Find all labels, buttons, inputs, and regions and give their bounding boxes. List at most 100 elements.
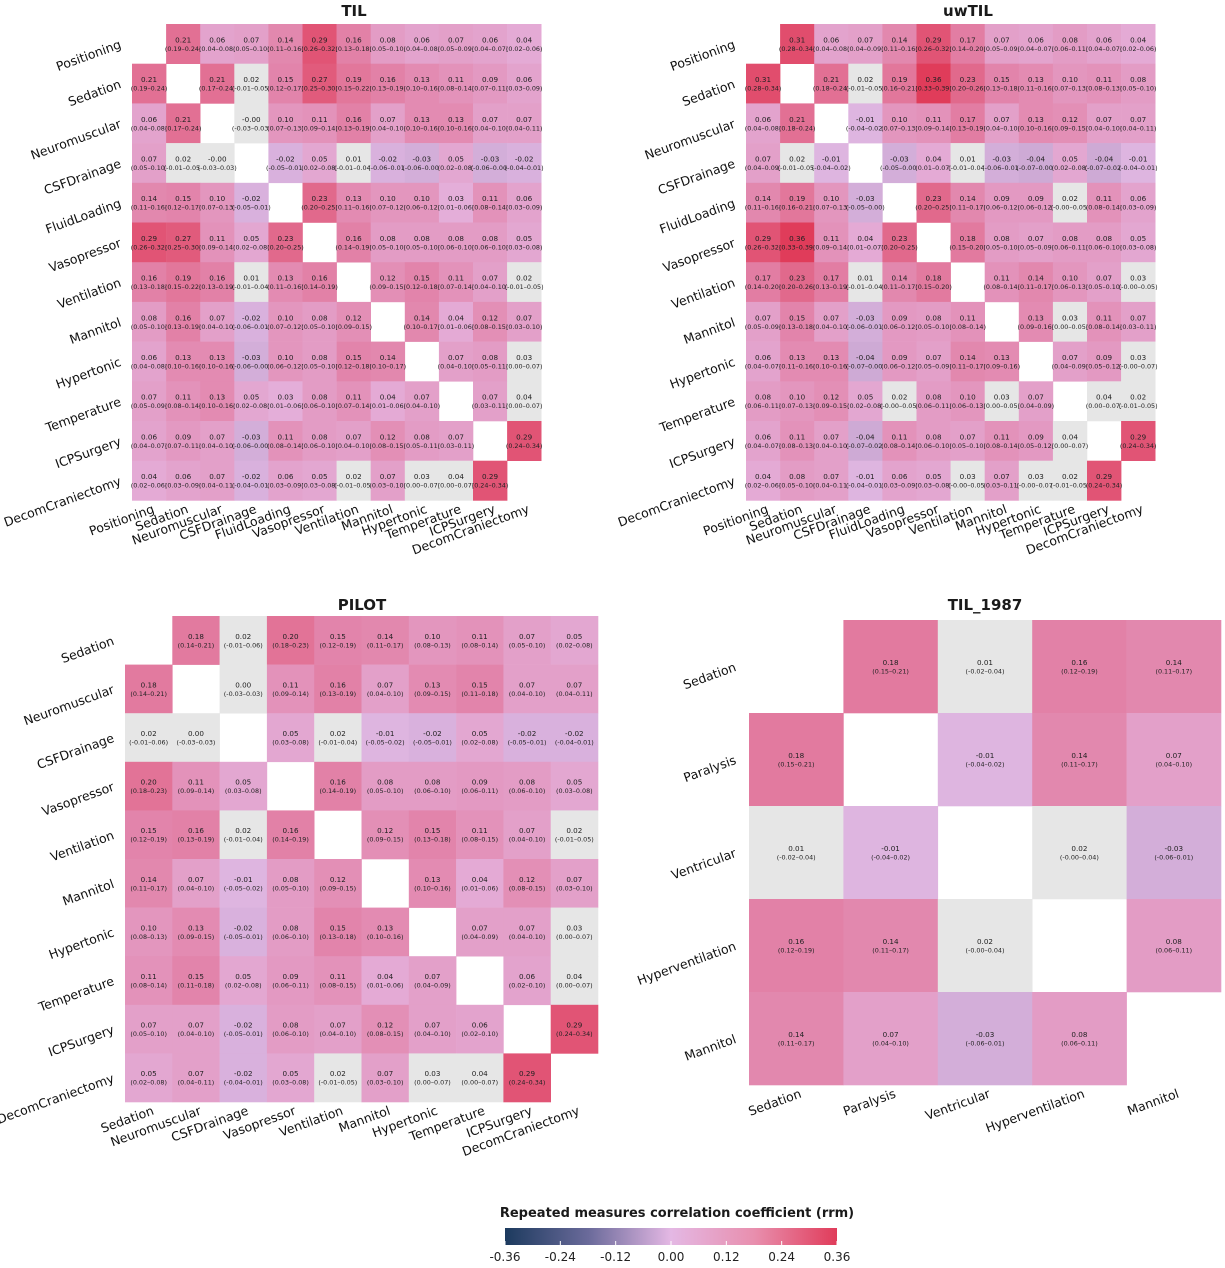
heatmap-cell-fill: [200, 460, 235, 501]
heatmap-cell: 0.11(0.08–0.14): [472, 182, 508, 223]
cell-value-label: 0.08: [312, 393, 328, 402]
heatmap-cell-fill: [848, 381, 883, 422]
cell-ci-label: (0.11–0.16): [267, 45, 304, 53]
heatmap-cell-fill: [780, 381, 815, 422]
heatmap-cell-fill: [361, 713, 410, 763]
cell-ci-label: (-0.00–0.07): [1119, 362, 1158, 370]
cell-value-label: 0.13: [823, 353, 839, 362]
heatmap-cell: 0.21(0.18–0.24): [813, 63, 850, 104]
heatmap-cell-fill: [1087, 301, 1122, 342]
heatmap-cell: 0.06(0.03–0.09): [506, 63, 542, 104]
cell-ci-label: (0.06–0.11): [915, 402, 952, 410]
cell-value-label: 0.10: [414, 194, 430, 203]
heatmap-cell-fill: [848, 460, 883, 501]
cell-ci-label: (0.14–0.19): [272, 836, 309, 844]
x-axis-labels: Sedation Paralysis VentricularHyperventila…: [746, 1085, 1181, 1135]
cell-value-label: 0.07: [482, 274, 498, 283]
heatmap-cell-fill: [234, 301, 269, 342]
heatmap-cell: 0.07(0.03–0.10): [506, 301, 542, 342]
cell-ci-label: (0.02–0.06): [131, 482, 168, 490]
heatmap-cell-fill: [473, 341, 508, 382]
cell-value-label: 0.07: [380, 115, 396, 124]
heatmap-cell-fill: [1121, 421, 1156, 461]
heatmap-cell-fill: [125, 1053, 173, 1103]
cell-value-label: 0.15: [141, 826, 157, 835]
heatmap-cell-fill: [780, 182, 815, 223]
heatmap-cell-fill: [1087, 460, 1122, 501]
heatmap-cell: 0.07(0.04–0.10): [199, 421, 236, 461]
heatmap-cell: 0.07(0.04–0.10): [335, 421, 372, 461]
heatmap-cell-fill: [125, 664, 173, 714]
cell-value-label: -0.01: [976, 751, 995, 760]
cell-value-label: 0.07: [141, 393, 157, 402]
cell-ci-label: (0.02–0.08): [233, 402, 270, 410]
y-axis-labels: PositioningSedationNeuromuscularCSFDrain…: [616, 37, 738, 530]
cell-ci-label: (-0.01–0.05): [1119, 402, 1158, 410]
cell-value-label: 0.17: [823, 274, 839, 283]
cell-value-label: -0.03: [856, 194, 875, 203]
cell-ci-label: (0.02–0.08): [233, 243, 270, 251]
heatmap-cell-fill: [1121, 222, 1156, 263]
heatmap-cell: 0.05(0.02–0.08): [847, 381, 884, 422]
cell-ci-label: (0.03–0.08): [301, 482, 338, 490]
heatmap-cell: 0.29(0.24–0.34): [1120, 421, 1156, 461]
cell-value-label: -0.02: [276, 154, 295, 163]
heatmap-cell: 0.05(0.02–0.08): [438, 143, 474, 184]
cell-ci-label: (-0.06–0.01): [966, 1040, 1005, 1048]
cell-value-label: 0.14: [891, 35, 907, 44]
cell-ci-label: (-0.06–0.01): [368, 164, 407, 172]
cell-ci-label: (0.05–0.09): [745, 323, 782, 331]
heatmap-cell-fill: [336, 421, 371, 461]
heatmap-cell: 0.11(0.07–0.14): [335, 381, 372, 422]
x-tick-label: Hyperventilation: [984, 1086, 1087, 1136]
heatmap-cell: 0.02(-0.01–0.05): [1050, 460, 1089, 501]
y-tick-label: Hyperventilation: [635, 938, 738, 988]
cell-value-label: 0.11: [175, 393, 191, 402]
heatmap-cell-fill: [361, 761, 410, 811]
heatmap-cell: 0.11(0.07–0.14): [438, 262, 474, 303]
cell-ci-label: (0.10–0.16): [414, 884, 451, 892]
cell-ci-label: (0.02–0.08): [301, 164, 338, 172]
cell-value-label: 0.08: [1096, 234, 1112, 243]
cell-ci-label: (0.02–0.06): [506, 45, 543, 53]
heatmap-cell: 0.11(0.08–0.14): [1086, 182, 1122, 223]
cell-value-label: 0.11: [141, 972, 157, 981]
cell-value-label: 0.08: [424, 778, 440, 787]
cell-value-label: -0.02: [515, 154, 534, 163]
cell-value-label: 0.07: [1028, 393, 1044, 402]
cell-ci-label: (0.13–0.18): [131, 283, 168, 291]
heatmap-cell: 0.15(0.12–0.18): [335, 341, 372, 382]
heatmap-cell: 0.10(0.08–0.13): [125, 907, 173, 957]
heatmap-cell: 0.16(0.13–0.18): [131, 262, 168, 303]
cell-value-label: 0.11: [346, 393, 362, 402]
heatmap-cell: 0.11(0.08–0.13): [779, 421, 815, 461]
heatmap-cell: 0.06(0.03–0.09): [506, 182, 542, 223]
heatmap-cell-fill: [268, 341, 303, 382]
cell-value-label: 0.10: [1062, 274, 1078, 283]
cell-ci-label: (0.16–0.21): [779, 204, 816, 212]
cell-ci-label: (-0.03–0.03): [176, 739, 215, 747]
heatmap-cell: 0.13(0.10–0.16): [1018, 103, 1054, 144]
cell-ci-label: (0.05–0.09): [983, 45, 1020, 53]
heatmap-cell: 0.07(0.04–0.10): [1086, 103, 1122, 144]
heatmap-cell-fill: [132, 103, 167, 144]
cell-ci-label: (0.20–0.25): [881, 243, 918, 251]
cell-value-label: 0.04: [516, 393, 532, 402]
heatmap-cell: 0.19(0.15–0.22): [165, 262, 201, 303]
heatmap-cell: 0.07(0.05–0.10): [949, 421, 986, 461]
heatmap-cell-fill: [132, 341, 167, 382]
heatmap-cell-fill: [408, 664, 457, 714]
heatmap-cell: 0.10(0.07–0.13): [779, 381, 815, 422]
heatmap-cell: -0.03(-0.06–0.00): [471, 143, 510, 184]
heatmap-cell: 0.12(0.09–0.15): [361, 810, 410, 860]
cell-value-label: 0.14: [380, 353, 396, 362]
cell-ci-label: (0.02–0.08): [847, 402, 884, 410]
cell-value-label: 0.06: [141, 432, 157, 441]
heatmap-cell: 0.04(0.00–0.07): [456, 1053, 504, 1103]
cell-value-label: 0.01: [243, 274, 259, 283]
cell-value-label: 0.13: [346, 194, 362, 203]
cell-ci-label: (0.13–0.19): [369, 85, 406, 93]
cell-value-label: 0.05: [1062, 154, 1078, 163]
cell-ci-label: (0.00–0.07): [438, 482, 475, 490]
heatmap-cell: 0.02(-0.01–0.05): [232, 63, 271, 104]
